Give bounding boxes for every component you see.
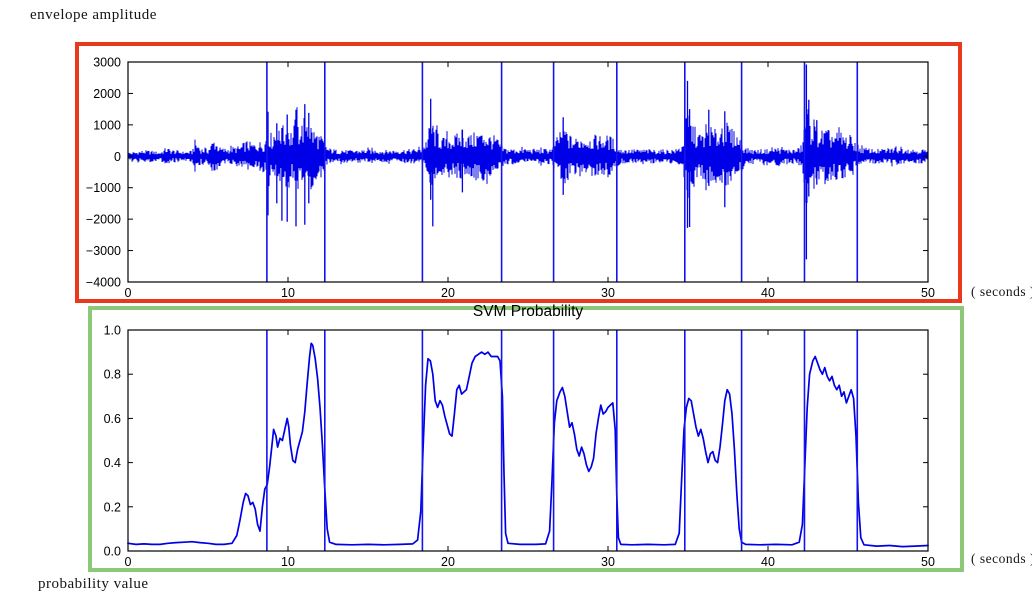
y-tick-label: −3000 [86, 244, 121, 258]
seconds-unit-label-top: ( seconds ) [971, 284, 1032, 299]
x-tick-label: 30 [601, 555, 615, 569]
axes-frame [127, 329, 929, 552]
y-tick-label: 0.6 [104, 412, 121, 426]
x-tick-label: 20 [441, 286, 455, 300]
svm-probability-title: SVM Probability [472, 303, 584, 320]
y-tick-label: 0.4 [104, 456, 121, 470]
svm-probability-curve [127, 342, 929, 548]
y-tick-label: 1.0 [104, 324, 121, 338]
y-tick-label: 0 [114, 150, 121, 164]
envelope-amplitude-axis-label: envelope amplitude [30, 7, 157, 23]
x-tick-label: 10 [281, 286, 295, 300]
y-tick-label: −4000 [86, 276, 121, 290]
envelope-waveform [127, 107, 929, 203]
seconds-unit-label-bottom: ( seconds ) [971, 551, 1032, 566]
x-tick-label: 20 [441, 555, 455, 569]
x-tick-label: 50 [921, 286, 935, 300]
probability-plot-highlight-box [88, 306, 964, 572]
x-tick-label: 40 [761, 286, 775, 300]
y-tick-label: 0.2 [104, 500, 121, 514]
envelope-waveform-spikes [267, 64, 818, 260]
x-tick-label: 10 [281, 555, 295, 569]
y-tick-label: 3000 [93, 56, 121, 70]
x-tick-label: 50 [921, 555, 935, 569]
x-tick-label: 30 [601, 286, 615, 300]
x-tick-label: 0 [125, 286, 132, 300]
probability-value-axis-label: probability value [38, 576, 149, 592]
y-tick-label: −1000 [86, 181, 121, 195]
x-tick-label: 0 [125, 555, 132, 569]
envelope-plot-highlight-box [75, 42, 962, 303]
axes-frame [127, 61, 929, 283]
y-tick-label: 1000 [93, 118, 121, 132]
y-tick-label: −2000 [86, 213, 121, 227]
y-tick-label: 0.0 [104, 545, 121, 559]
y-tick-label: 2000 [93, 87, 121, 101]
y-tick-label: 0.8 [104, 368, 121, 382]
x-tick-label: 40 [761, 555, 775, 569]
